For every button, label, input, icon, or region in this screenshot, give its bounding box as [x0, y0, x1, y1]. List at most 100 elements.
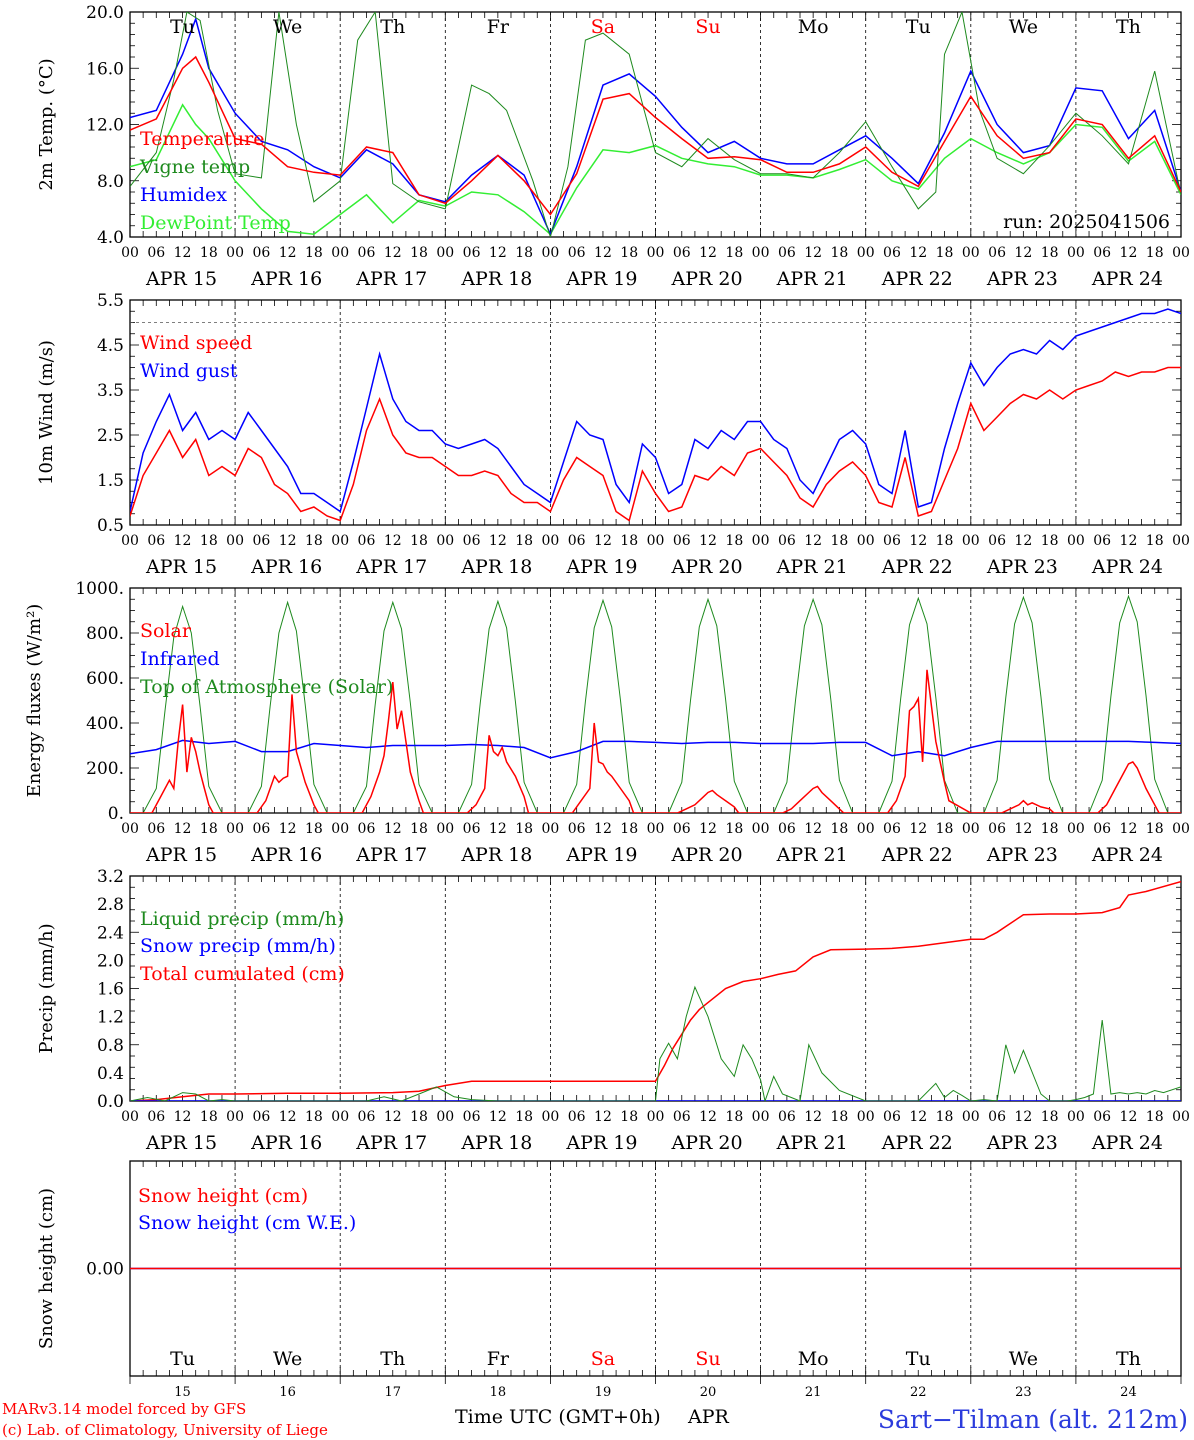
hour-tick-label: 18 [410, 1109, 428, 1125]
hour-tick-label: 00 [752, 533, 770, 549]
weekday-label: Tu [906, 1348, 931, 1370]
hour-tick-label: 12 [174, 533, 192, 549]
hour-tick-label: 06 [147, 821, 165, 837]
panel-5: 0.00 Snow height (cm) Snow height (cm) Snow… [36, 1160, 1182, 1400]
hour-tick-label: 00 [436, 533, 454, 549]
hour-tick-label: 00 [331, 821, 349, 837]
hour-tick-label: 18 [1146, 1109, 1164, 1125]
hour-tick-label: 06 [252, 245, 270, 261]
date-label: APR 20 [671, 844, 743, 866]
series-line-infrared [130, 739, 1181, 759]
y-tick-label: 2.5 [97, 426, 124, 446]
hour-tick-label: 06 [883, 1109, 901, 1125]
weekday-label: Su [695, 1348, 720, 1370]
hour-tick-label: 06 [988, 821, 1006, 837]
weekday-label: We [1009, 1348, 1038, 1370]
y-tick-label: 0.8 [97, 1036, 124, 1056]
hour-tick-label: 12 [174, 1109, 192, 1125]
hour-tick-label: 00 [857, 245, 875, 261]
hour-tick-label: 00 [226, 533, 244, 549]
hour-tick-label: 12 [1014, 821, 1032, 837]
hour-tick-label: 18 [831, 533, 849, 549]
hour-tick-label: 06 [252, 1109, 270, 1125]
station-name: Sart−Tilman (alt. 212m) [878, 1405, 1188, 1434]
hour-tick-label: 12 [1120, 1109, 1138, 1125]
date-label: APR 16 [250, 268, 322, 290]
hour-tick-label: 12 [384, 821, 402, 837]
hour-tick-label: 00 [226, 245, 244, 261]
date-label: APR 21 [776, 268, 848, 290]
hour-tick-label: 06 [778, 821, 796, 837]
hour-tick-label: 12 [804, 821, 822, 837]
hour-tick-label: 12 [1014, 1109, 1032, 1125]
legend-label: Snow height (cm W.E.) [138, 1212, 356, 1234]
legend-label: DewPoint Temp [140, 212, 291, 234]
weekday-label: We [273, 1348, 302, 1370]
hour-tick-label: 12 [279, 1109, 297, 1125]
series-line-humidex [130, 16, 1181, 237]
y-axis-label: Snow height (cm) [36, 1188, 57, 1349]
y-axis-label: Energy fluxes (W/m²) [24, 604, 45, 798]
legend-label: Liquid precip (mm/h) [140, 908, 344, 930]
hour-tick-label: 18 [831, 245, 849, 261]
hour-tick-label: 18 [515, 1109, 533, 1125]
weekday-label: Tu [170, 16, 195, 38]
date-label: APR 19 [565, 556, 637, 578]
run-label: run: 2025041506 [1003, 211, 1170, 233]
hour-tick-label: 00 [962, 1109, 980, 1125]
plot-frame [129, 299, 1182, 526]
hour-tick-label: 06 [988, 245, 1006, 261]
date-label: APR 22 [881, 556, 953, 578]
y-tick-label: 8.0 [97, 172, 124, 192]
weekday-label: Tu [906, 16, 931, 38]
date-label: APR 18 [460, 268, 532, 290]
hour-tick-label: 00 [121, 1109, 139, 1125]
weekday-label: Mo [798, 1348, 829, 1370]
hour-tick-label: 12 [279, 245, 297, 261]
hour-tick-label: 12 [489, 245, 507, 261]
y-tick-label: 0.00 [86, 1260, 124, 1280]
hour-tick-label: 18 [1041, 821, 1059, 837]
weekday-label: Th [380, 1348, 405, 1370]
hour-tick-label: 06 [1093, 533, 1111, 549]
hour-tick-label: 18 [725, 245, 743, 261]
hour-tick-label: 18 [305, 245, 323, 261]
hour-tick-label: 00 [541, 1109, 559, 1125]
hour-tick-label: 12 [384, 533, 402, 549]
hour-tick-label: 18 [936, 821, 954, 837]
date-label: APR 18 [460, 1132, 532, 1154]
date-label: APR 20 [671, 268, 743, 290]
hour-tick-label: 06 [147, 245, 165, 261]
hour-tick-label: 06 [568, 245, 586, 261]
hour-tick-label: 18 [515, 821, 533, 837]
panel-2: 0.5 1.5 2.5 3.5 4.5 5.5 10m Wind (m/s) Wind spe… [36, 291, 1190, 578]
hour-tick-label: 18 [936, 1109, 954, 1125]
series-group [130, 12, 1181, 237]
y-tick-label: 2.4 [97, 923, 124, 943]
date-label: APR 22 [881, 844, 953, 866]
hour-tick-label: 00 [121, 821, 139, 837]
day-number-label: 17 [384, 1385, 401, 1400]
hour-tick-label: 18 [305, 1109, 323, 1125]
hour-tick-label: 12 [699, 245, 717, 261]
date-label: APR 19 [565, 268, 637, 290]
series-line-vigne-temp [130, 12, 1181, 237]
hour-tick-label: 00 [962, 821, 980, 837]
panel-4: 0.0 0.4 0.8 1.2 1.6 2.0 2.4 2.8 3.2 Precip (mm/h)… [36, 867, 1190, 1154]
weekday-label: We [1009, 16, 1038, 38]
date-label: APR 24 [1091, 268, 1163, 290]
hour-tick-label: 18 [200, 821, 218, 837]
hour-tick-label: 12 [804, 245, 822, 261]
y-tick-label: 12.0 [86, 116, 124, 136]
y-tick-label: 1000. [75, 579, 124, 599]
hour-tick-label: 12 [594, 1109, 612, 1125]
hour-tick-label: 12 [1120, 533, 1138, 549]
hour-tick-label: 12 [1120, 821, 1138, 837]
legend-label: Vigne temp [139, 156, 250, 178]
hour-tick-label: 00 [962, 245, 980, 261]
date-label: APR 15 [145, 268, 217, 290]
hour-tick-label: 18 [620, 1109, 638, 1125]
hour-tick-label: 06 [673, 1109, 691, 1125]
date-label: APR 23 [986, 556, 1058, 578]
hour-tick-label: 12 [384, 1109, 402, 1125]
